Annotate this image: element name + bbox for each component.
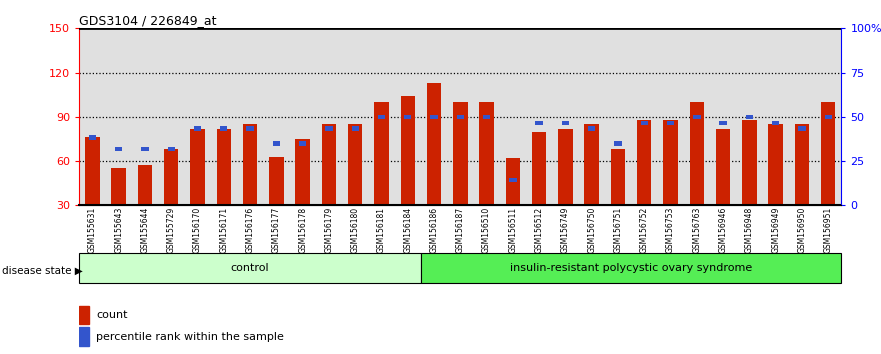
Bar bbox=[663, 120, 677, 250]
Bar bbox=[667, 120, 674, 125]
Bar bbox=[453, 102, 468, 250]
Bar bbox=[479, 102, 494, 250]
Bar bbox=[720, 120, 727, 125]
Bar bbox=[640, 120, 648, 125]
Bar bbox=[821, 102, 835, 250]
Bar bbox=[295, 139, 310, 250]
Text: count: count bbox=[96, 310, 128, 320]
Text: percentile rank within the sample: percentile rank within the sample bbox=[96, 332, 284, 342]
Bar bbox=[421, 253, 841, 283]
Bar bbox=[322, 124, 337, 250]
Bar bbox=[325, 126, 333, 131]
Bar bbox=[742, 120, 757, 250]
Bar bbox=[85, 137, 100, 250]
Bar bbox=[217, 129, 231, 250]
Bar bbox=[584, 124, 599, 250]
Bar bbox=[716, 129, 730, 250]
Bar bbox=[772, 120, 780, 125]
Bar bbox=[194, 126, 201, 131]
Bar bbox=[89, 135, 96, 140]
Bar bbox=[745, 115, 753, 119]
Bar bbox=[559, 129, 573, 250]
Bar bbox=[506, 158, 520, 250]
Bar bbox=[137, 166, 152, 250]
Bar bbox=[378, 115, 385, 119]
Bar bbox=[79, 327, 89, 346]
Bar bbox=[690, 102, 704, 250]
Bar bbox=[348, 124, 362, 250]
Bar bbox=[141, 147, 149, 152]
Bar bbox=[220, 126, 227, 131]
Bar bbox=[243, 124, 257, 250]
Bar bbox=[404, 115, 411, 119]
Bar bbox=[79, 253, 421, 283]
Bar bbox=[509, 178, 516, 182]
Bar bbox=[112, 169, 126, 250]
Bar bbox=[536, 120, 543, 125]
Text: insulin-resistant polycystic ovary syndrome: insulin-resistant polycystic ovary syndr… bbox=[510, 263, 752, 273]
Bar bbox=[299, 141, 307, 145]
Text: GDS3104 / 226849_at: GDS3104 / 226849_at bbox=[79, 14, 217, 27]
Bar bbox=[456, 115, 464, 119]
Bar bbox=[401, 96, 415, 250]
Bar bbox=[164, 149, 179, 250]
Text: control: control bbox=[231, 263, 270, 273]
Bar bbox=[270, 156, 284, 250]
Bar bbox=[637, 120, 651, 250]
Bar bbox=[768, 124, 783, 250]
Bar bbox=[614, 141, 622, 145]
Bar bbox=[825, 115, 832, 119]
Bar bbox=[273, 141, 280, 145]
Bar bbox=[430, 115, 438, 119]
Bar bbox=[374, 102, 389, 250]
Bar bbox=[426, 83, 441, 250]
Bar bbox=[611, 149, 626, 250]
Bar bbox=[483, 115, 491, 119]
Bar bbox=[532, 132, 546, 250]
Bar bbox=[247, 126, 254, 131]
Bar bbox=[795, 124, 809, 250]
Bar bbox=[79, 306, 89, 324]
Bar bbox=[798, 126, 805, 131]
Bar bbox=[167, 147, 175, 152]
Bar bbox=[115, 147, 122, 152]
Text: disease state ▶: disease state ▶ bbox=[2, 266, 83, 276]
Bar bbox=[352, 126, 359, 131]
Bar bbox=[588, 126, 596, 131]
Bar bbox=[562, 120, 569, 125]
Bar bbox=[190, 129, 204, 250]
Bar bbox=[693, 115, 700, 119]
